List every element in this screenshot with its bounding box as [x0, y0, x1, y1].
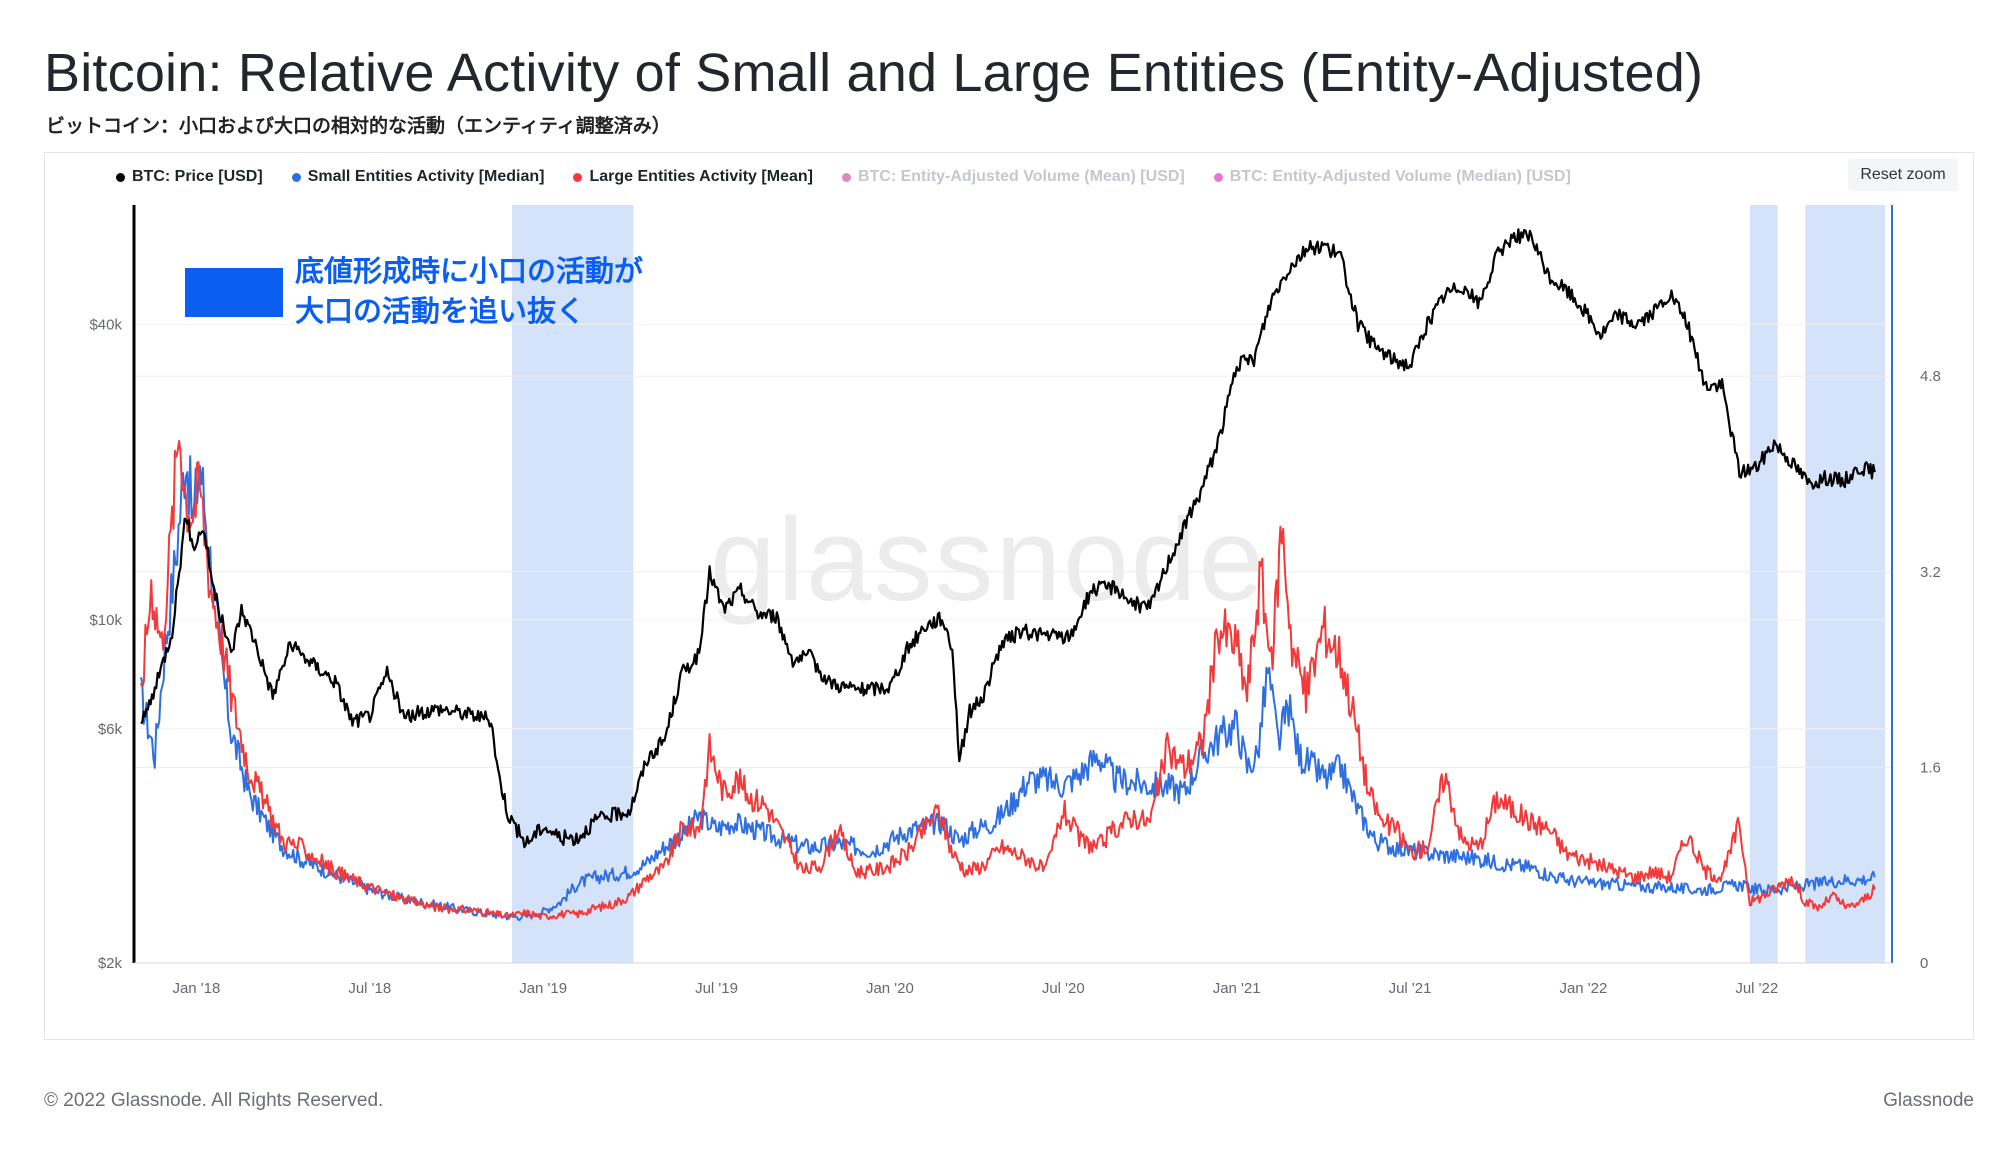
page-subtitle: ビットコイン：小口および大口の相対的な活動（エンティティ調整済み）: [46, 115, 671, 137]
axes: [132, 205, 1893, 964]
watermark: glassnode: [710, 494, 1266, 626]
legend-item-volume-mean[interactable]: BTC: Entity-Adjusted Volume (Mean) [USD]: [841, 168, 1185, 186]
legend-item-small-entities[interactable]: Small Entities Activity [Median]: [291, 168, 545, 186]
copyright-text: © 2022 Glassnode. All Rights Reserved.: [44, 1090, 384, 1111]
x-tick-label: Jul '20: [1042, 980, 1085, 997]
legend-label: BTC: Entity-Adjusted Volume (Mean) [USD]: [857, 168, 1185, 185]
chart-legend: BTC: Price [USD] Small Entities Activity…: [116, 168, 1571, 186]
x-tick-label: Jul '21: [1389, 980, 1432, 997]
legend-label: BTC: Price [USD]: [132, 168, 263, 185]
x-tick-label: Jan '18: [172, 980, 220, 997]
grid-lines: [134, 323, 1892, 964]
legend-label: Large Entities Activity [Mean]: [589, 168, 813, 185]
right-axis-ticks: 0 1.6 3.2 4.8: [1920, 368, 1941, 972]
x-axis-ticks: Jan '18 Jul '18 Jan '19 Jul '19 Jan '20 Jul '…: [172, 980, 1778, 997]
x-tick-label: Jan '19: [519, 980, 567, 997]
x-tick-label: Jan '21: [1213, 980, 1261, 997]
reset-zoom-button[interactable]: Reset zoom: [1848, 159, 1958, 191]
right-tick-label: 0: [1920, 955, 1928, 972]
legend-item-volume-median[interactable]: BTC: Entity-Adjusted Volume (Median) [US…: [1213, 168, 1571, 186]
left-tick-label: $40k: [89, 316, 122, 333]
legend-item-large-entities[interactable]: Large Entities Activity [Mean]: [573, 168, 813, 186]
highlight-band-2: [1805, 205, 1886, 963]
right-tick-label: 1.6: [1920, 759, 1941, 776]
right-tick-label: 3.2: [1920, 564, 1941, 581]
legend-dot-icon: [1213, 172, 1223, 182]
legend-dot-icon: [291, 172, 301, 182]
left-tick-label: $6k: [98, 721, 123, 738]
highlight-band-1: [1749, 205, 1778, 963]
legend-label: Small Entities Activity [Median]: [307, 168, 545, 185]
series-line-large-entities: [139, 440, 1876, 921]
right-tick-label: 4.8: [1920, 368, 1941, 385]
left-axis-ticks: $2k $6k $10k $40k: [89, 316, 122, 972]
legend-dot-icon: [116, 172, 125, 182]
page-title: Bitcoin: Relative Activity of Small and …: [44, 43, 1704, 103]
brand-text: Glassnode: [1883, 1090, 1974, 1111]
legend-dot-icon: [573, 172, 583, 182]
annotation-marker: [185, 268, 283, 317]
x-tick-label: Jul '22: [1735, 980, 1778, 997]
annotation-line-2: 大口の活動を追い抜く: [295, 294, 585, 328]
left-tick-label: $10k: [89, 612, 122, 629]
series-line-price: [140, 228, 1876, 849]
x-tick-label: Jan '20: [866, 980, 914, 997]
annotation-line-1: 底値形成時に小口の活動が: [295, 254, 643, 288]
x-tick-label: Jan '22: [1559, 980, 1607, 997]
legend-item-price[interactable]: BTC: Price [USD]: [116, 168, 263, 186]
legend-label: BTC: Entity-Adjusted Volume (Median) [US…: [1229, 168, 1571, 185]
series-lines: [139, 228, 1876, 921]
left-tick-label: $2k: [98, 955, 123, 972]
x-tick-label: Jul '18: [348, 980, 391, 997]
legend-dot-icon: [841, 172, 851, 182]
x-tick-label: Jul '19: [695, 980, 738, 997]
